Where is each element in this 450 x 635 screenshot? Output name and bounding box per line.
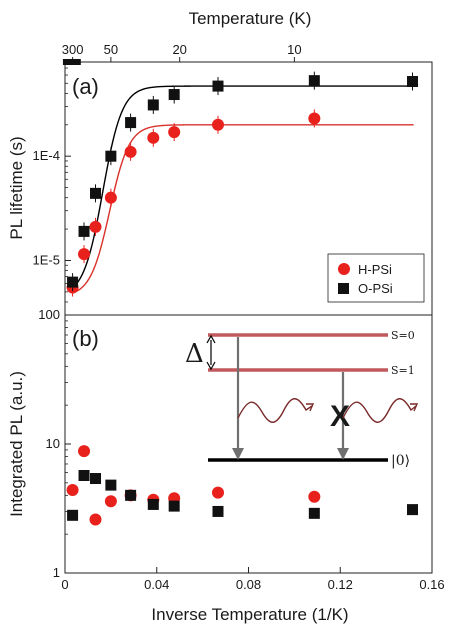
top-tick-label-20: 20 bbox=[172, 42, 186, 57]
panel-a-label: (a) bbox=[72, 74, 99, 99]
x-tick-label-0-04: 0.04 bbox=[144, 577, 169, 592]
gap-label: Δ bbox=[185, 339, 204, 369]
data-point-h-psi bbox=[168, 126, 181, 139]
panel-a-y-tick-label-1e-5: 1E-5 bbox=[33, 252, 60, 267]
top-axis-title: Temperature (K) bbox=[189, 9, 312, 28]
photon-wave-right-head-icon bbox=[410, 403, 419, 412]
panel-a-data-points bbox=[62, 59, 419, 297]
data-point-h-psi bbox=[78, 248, 91, 261]
data-point-o-psi bbox=[308, 75, 320, 87]
data-point-o-psi bbox=[212, 80, 224, 92]
data-point-h-psi bbox=[211, 118, 224, 131]
data-point-h-psi bbox=[66, 483, 79, 496]
fit-curve-h-psi bbox=[71, 124, 414, 294]
photon-wave-left-head-icon bbox=[306, 403, 315, 412]
data-point-o-psi bbox=[90, 187, 102, 199]
panel-b-y-tick-label-1: 1 bbox=[53, 565, 60, 580]
data-point-o-psi bbox=[105, 150, 117, 162]
legend-marker-h-psi bbox=[338, 263, 350, 275]
data-point-h-psi bbox=[211, 486, 224, 499]
x-tick-label-0-12: 0.12 bbox=[328, 577, 353, 592]
data-point-h-psi bbox=[104, 191, 117, 204]
data-point-o-psi-clipped bbox=[62, 59, 74, 65]
data-point-o-psi bbox=[78, 469, 90, 481]
ground-level-label: |0⟩ bbox=[391, 453, 410, 469]
data-point-h-psi bbox=[147, 131, 160, 144]
gap-arrow-head-up-icon bbox=[206, 334, 216, 344]
photon-wave-left-icon bbox=[237, 398, 313, 423]
data-point-o-psi bbox=[212, 505, 224, 517]
panel-a-y-tick-label-1e-4: 1E-4 bbox=[33, 148, 60, 163]
panel-b-frame bbox=[64, 314, 433, 574]
x-tick-label-0-16: 0.16 bbox=[419, 577, 444, 592]
level-s1-label: S=1 bbox=[391, 364, 415, 377]
panel-b-y-axis: 1 10 100 bbox=[38, 307, 71, 580]
data-point-o-psi bbox=[407, 76, 419, 88]
data-point-o-psi bbox=[90, 473, 102, 485]
top-axis-ticks: 300 50 20 10 bbox=[62, 42, 302, 62]
data-point-o-psi bbox=[125, 489, 137, 501]
blocked-transition-mark: X bbox=[330, 400, 350, 433]
x-tick-label-0: 0 bbox=[61, 577, 68, 592]
panel-b-data-points bbox=[66, 445, 419, 526]
panel-b-x-axis: 0 0.04 0.08 0.12 0.16 bbox=[61, 567, 445, 592]
legend-label-h-psi: H-PSi bbox=[358, 262, 392, 277]
legend-marker-o-psi bbox=[338, 283, 349, 294]
data-point-o-psi bbox=[147, 498, 159, 510]
gap-arrow-head-down-icon bbox=[206, 361, 216, 371]
fit-curve-o-psi bbox=[71, 85, 414, 290]
x-tick-label-0-08: 0.08 bbox=[236, 577, 261, 592]
legend-label-o-psi: O-PSi bbox=[358, 281, 393, 296]
top-tick-label-300: 300 bbox=[62, 42, 84, 57]
data-point-h-psi bbox=[78, 445, 91, 458]
x-axis-title: Inverse Temperature (1/K) bbox=[151, 605, 348, 624]
data-point-o-psi bbox=[125, 117, 137, 129]
data-point-h-psi bbox=[308, 112, 321, 125]
panel-b-y-tick-label-100: 100 bbox=[38, 307, 60, 322]
data-point-h-psi bbox=[104, 495, 117, 508]
data-point-o-psi bbox=[147, 99, 159, 111]
panel-b-label: (b) bbox=[72, 326, 99, 351]
data-point-o-psi bbox=[78, 225, 90, 237]
legend: H-PSi O-PSi bbox=[327, 253, 425, 303]
data-point-o-psi bbox=[407, 504, 419, 516]
data-point-h-psi bbox=[124, 145, 137, 158]
data-point-o-psi bbox=[67, 509, 79, 521]
data-point-h-psi bbox=[89, 220, 102, 233]
data-point-h-psi bbox=[89, 513, 102, 526]
data-point-o-psi bbox=[168, 89, 180, 101]
photon-wave-right-icon bbox=[342, 398, 417, 423]
data-point-h-psi bbox=[308, 490, 321, 503]
panel-b-y-tick-label-10: 10 bbox=[46, 436, 60, 451]
panel-a-fit-curves bbox=[71, 85, 414, 294]
level-s0-label: S=0 bbox=[391, 329, 415, 342]
data-point-o-psi-clipped bbox=[69, 59, 81, 65]
transition-arrow-blocked-head-icon bbox=[337, 448, 349, 460]
data-point-o-psi bbox=[308, 507, 320, 519]
top-tick-label-50: 50 bbox=[104, 42, 118, 57]
panel-a-y-title: PL lifetime (s) bbox=[7, 136, 26, 239]
data-point-o-psi bbox=[105, 479, 117, 491]
data-point-o-psi bbox=[168, 500, 180, 512]
data-point-o-psi bbox=[67, 276, 79, 288]
panel-b-y-title: Integrated PL (a.u.) bbox=[7, 371, 26, 517]
energy-level-inset: S=0 S=1 |0⟩ Δ X bbox=[185, 329, 419, 469]
panel-a-y-axis: 1E-5 1E-4 bbox=[33, 67, 71, 303]
top-tick-label-10: 10 bbox=[287, 42, 301, 57]
transition-arrow-allowed-head-icon bbox=[232, 448, 244, 460]
